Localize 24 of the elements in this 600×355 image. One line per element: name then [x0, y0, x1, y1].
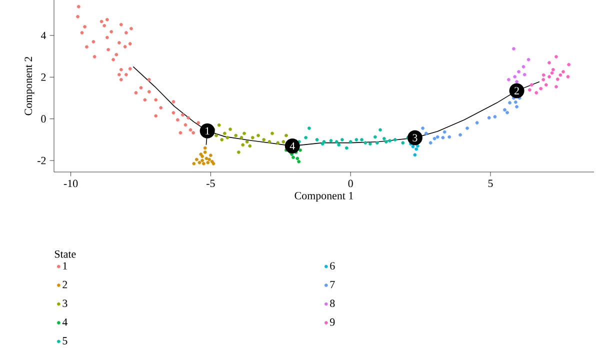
- legend-label: 8: [330, 300, 335, 308]
- x-tick-label: 0: [348, 180, 353, 188]
- legend-label: 3: [62, 300, 68, 308]
- legend-label: 6: [330, 262, 335, 270]
- annotation: 4: [290, 142, 295, 150]
- y-tick-label: -2: [38, 156, 46, 164]
- legend-label: 1: [63, 262, 67, 270]
- y-axis-title: Component 2: [24, 56, 34, 116]
- annotation: 1: [206, 127, 210, 135]
- legend-label: 2: [62, 280, 68, 288]
- x-tick-label: -10: [64, 180, 78, 188]
- legend-label: 5: [62, 337, 68, 344]
- legend-label: 9: [330, 318, 335, 326]
- legend-title: State: [54, 250, 76, 258]
- y-tick-label: 0: [41, 115, 46, 123]
- x-tick-label: -5: [206, 180, 215, 188]
- annotation: 3: [412, 134, 418, 142]
- x-axis-title: Component 1: [294, 192, 354, 202]
- legend-label: 7: [330, 280, 335, 288]
- legend-label: 4: [62, 318, 68, 326]
- annotation: 2: [514, 87, 519, 94]
- y-tick-label: 4: [40, 32, 46, 40]
- x-tick-label: 5: [488, 180, 493, 188]
- y-tick-label: 2: [41, 74, 46, 81]
